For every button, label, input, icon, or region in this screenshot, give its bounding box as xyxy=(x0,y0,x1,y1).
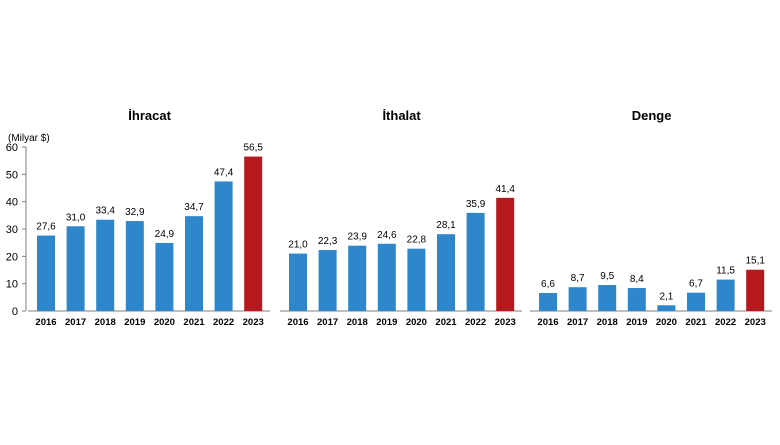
panel-title: İhracat xyxy=(128,108,171,123)
data-label: 33,4 xyxy=(95,206,115,217)
bar-2022 xyxy=(214,181,233,311)
chart-panels: İhracat 27,6 2016 31,0 2017 33,4 2018 32,9 2019 2… xyxy=(28,108,772,328)
x-tick-label: 2019 xyxy=(124,317,145,328)
bar-2017 xyxy=(568,287,587,311)
x-tick-label: 2017 xyxy=(317,317,338,328)
x-tick-label: 2022 xyxy=(715,317,736,328)
bar-2020 xyxy=(155,242,174,311)
x-tick-label: 2019 xyxy=(626,317,647,328)
data-label: 27,6 xyxy=(36,222,56,233)
bar-2016 xyxy=(37,235,55,311)
x-tick-label: 2023 xyxy=(495,317,516,328)
y-tick-label: 30 xyxy=(6,224,18,236)
x-tick-label: 2016 xyxy=(35,317,56,328)
data-label: 31,0 xyxy=(66,212,86,223)
x-tick-label: 2020 xyxy=(154,317,175,328)
data-label: 34,7 xyxy=(184,202,204,213)
bar-2022 xyxy=(716,279,735,311)
x-tick-label: 2022 xyxy=(465,317,486,328)
y-tick-label: 20 xyxy=(6,251,18,263)
x-tick-label: 2018 xyxy=(597,317,618,328)
bar-2018 xyxy=(96,219,115,311)
bar-2022 xyxy=(466,212,485,311)
bar-2019 xyxy=(627,288,646,311)
bar-2017 xyxy=(318,250,337,311)
data-label: 24,9 xyxy=(155,229,175,240)
x-tick-label: 2023 xyxy=(745,317,766,328)
bar-2020 xyxy=(657,305,676,311)
data-label: 8,7 xyxy=(571,273,585,284)
bar-2021 xyxy=(437,234,455,311)
panel-title: İthalat xyxy=(382,108,421,123)
data-label: 6,7 xyxy=(689,279,703,290)
bar-2023 xyxy=(496,197,515,311)
x-tick-label: 2020 xyxy=(656,317,677,328)
y-tick-label: 60 xyxy=(6,142,18,154)
y-tick-label: 50 xyxy=(6,169,18,181)
data-label: 35,9 xyxy=(466,199,486,210)
bar-2019 xyxy=(125,221,144,311)
x-tick-label: 2016 xyxy=(537,317,558,328)
bar-2020 xyxy=(407,248,426,311)
data-label: 2,1 xyxy=(659,291,673,302)
bar-2018 xyxy=(598,285,617,311)
panel-2: İthalat 21,0 2016 22,3 2017 23,9 2018 24,6 2019 2… xyxy=(280,108,522,328)
data-label: 11,5 xyxy=(716,266,735,277)
x-tick-label: 2020 xyxy=(406,317,427,328)
x-tick-label: 2023 xyxy=(243,317,264,328)
data-label: 56,5 xyxy=(243,143,263,154)
bar-2019 xyxy=(377,243,396,311)
data-label: 24,6 xyxy=(377,230,397,241)
x-tick-label: 2018 xyxy=(95,317,116,328)
data-label: 22,3 xyxy=(318,236,338,247)
bar-2018 xyxy=(348,245,367,311)
data-label: 15,1 xyxy=(745,256,765,267)
y-unit-label: (Milyar $) xyxy=(8,133,50,144)
y-tick-label: 40 xyxy=(6,197,18,209)
x-tick-label: 2022 xyxy=(213,317,234,328)
bar-2021 xyxy=(687,292,705,311)
x-tick-label: 2021 xyxy=(435,317,457,328)
data-label: 28,1 xyxy=(436,220,456,231)
data-label: 47,4 xyxy=(214,167,234,178)
panel-1: İhracat 27,6 2016 31,0 2017 33,4 2018 32,9 2019 2… xyxy=(28,108,270,328)
panel-3: Denge 6,6 2016 8,7 2017 9,5 2018 8,4 2019 2,1 2020… xyxy=(530,108,772,328)
data-label: 6,6 xyxy=(541,279,555,290)
bar-2016 xyxy=(289,253,307,311)
bar-2023 xyxy=(244,156,263,311)
x-tick-label: 2017 xyxy=(567,317,588,328)
y-tick-label: 0 xyxy=(12,306,18,318)
bar-2017 xyxy=(66,226,85,311)
data-label: 9,5 xyxy=(600,271,614,282)
bar-2016 xyxy=(539,292,557,311)
x-tick-label: 2017 xyxy=(65,317,86,328)
x-tick-label: 2021 xyxy=(685,317,707,328)
y-tick-label: 10 xyxy=(6,279,18,291)
data-label: 21,0 xyxy=(288,240,308,251)
data-label: 32,9 xyxy=(125,207,145,218)
x-tick-label: 2016 xyxy=(287,317,308,328)
data-label: 23,9 xyxy=(347,232,367,243)
x-tick-label: 2019 xyxy=(376,317,397,328)
panel-title: Denge xyxy=(632,108,672,123)
data-label: 8,4 xyxy=(630,274,644,285)
bar-2021 xyxy=(185,216,203,311)
data-label: 22,8 xyxy=(407,235,427,246)
x-tick-label: 2018 xyxy=(347,317,368,328)
bar-2023 xyxy=(746,269,765,311)
y-axis: 0 10 20 30 40 50 60 xyxy=(6,142,27,318)
data-label: 41,4 xyxy=(495,184,515,195)
x-tick-label: 2021 xyxy=(183,317,205,328)
